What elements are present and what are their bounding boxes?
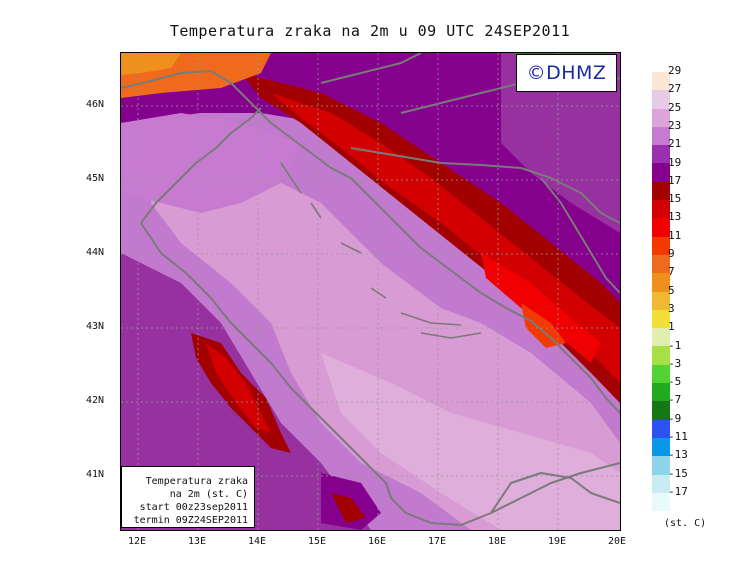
legend-label: 11: [668, 228, 682, 242]
legend-label: 1: [668, 320, 675, 334]
lon-label-20e: 20E: [607, 536, 627, 547]
legend-label: -9: [668, 411, 682, 425]
info-line-unit: na 2m (st. C): [169, 489, 248, 500]
color-legend: [652, 72, 670, 512]
legend-swatch: [652, 437, 670, 457]
graticule: [121, 53, 620, 530]
field-balkan-bright-red: [481, 253, 601, 363]
map-title: Temperatura zraka na 2m u 09 UTC 24SEP20…: [169, 22, 571, 40]
temperature-field: [121, 53, 620, 530]
legend-label: 25: [668, 100, 682, 114]
field-south-red: [331, 493, 366, 523]
lon-label-15e: 15E: [307, 536, 327, 547]
lon-label-18e: 18E: [487, 536, 507, 547]
legend-swatch: [652, 273, 670, 292]
field-italy-red: [206, 343, 271, 433]
lat-label-44n: 44N: [86, 247, 105, 258]
legend-swatch: [652, 492, 670, 512]
legend-label: -1: [668, 338, 682, 352]
field-north-violet: [121, 53, 620, 303]
info-line-start: start 00z23sep2011: [139, 502, 248, 513]
legend-label: 5: [668, 283, 675, 297]
legend-swatch: [652, 126, 670, 146]
legend-label: 7: [668, 265, 675, 279]
temperature-map: [120, 52, 621, 531]
lat-label-43n: 43N: [86, 321, 105, 332]
field-alps-light: [121, 53, 181, 75]
legend-label: 21: [668, 137, 682, 151]
lat-label-42n: 42N: [86, 395, 105, 406]
legend-swatch: [652, 364, 670, 384]
legend-swatch: [652, 108, 670, 127]
legend-swatch: [652, 401, 670, 420]
legend-swatch: [652, 200, 670, 219]
lon-label-14e: 14E: [247, 536, 267, 547]
legend-swatch: [652, 181, 670, 201]
legend-label: 15: [668, 192, 682, 206]
legend-label: 9: [668, 247, 675, 260]
legend-swatch: [652, 145, 670, 164]
legend-label: 17: [668, 173, 682, 187]
dhmz-logo: ©DHMZ: [516, 54, 617, 92]
legend-swatch: [652, 419, 670, 438]
legend-swatch: [652, 383, 670, 402]
info-line-term: termin 09Z24SEP2011: [133, 515, 248, 526]
legend-label: 27: [668, 82, 682, 96]
lon-label-19e: 19E: [547, 536, 567, 547]
info-box: Temperatura zraka na 2m (st. C) start 00…: [121, 466, 255, 528]
lat-label-45n: 45N: [86, 173, 105, 184]
legend-label: 29: [668, 64, 682, 77]
legend-label: 19: [668, 155, 682, 169]
legend-label: -11: [668, 430, 688, 443]
legend-label: -13: [668, 448, 688, 462]
legend-swatch: [652, 328, 670, 347]
lon-label-13e: 13E: [187, 536, 207, 547]
field-northeast-violet: [501, 53, 620, 233]
legend-swatch: [652, 90, 670, 109]
legend-label: -15: [668, 466, 688, 480]
legend-swatch: [652, 346, 670, 365]
info-line-variable: Temperatura zraka: [145, 476, 248, 487]
legend-label: 3: [668, 301, 675, 315]
legend-swatch: [652, 72, 670, 91]
lat-label-41n: 41N: [86, 469, 105, 480]
lon-label-16e: 16E: [367, 536, 387, 547]
field-west-warm: [121, 113, 301, 213]
legend-label: 23: [668, 118, 682, 132]
legend-label: 13: [668, 210, 682, 224]
lat-label-46n: 46N: [86, 99, 105, 110]
legend-swatch: [652, 291, 670, 310]
legend-label: -3: [668, 356, 682, 370]
legend-swatch: [652, 474, 670, 493]
legend-swatch: [652, 236, 670, 255]
legend-label: -7: [668, 393, 682, 407]
legend-swatch: [652, 163, 670, 182]
legend-swatch: [652, 456, 670, 475]
islands: [280, 162, 482, 339]
field-balkan-dark-red: [241, 73, 620, 403]
lon-label-12e: 12E: [127, 536, 147, 547]
legend-label: -5: [668, 375, 682, 389]
lon-label-17e: 17E: [427, 536, 447, 547]
legend-swatch: [652, 218, 670, 237]
legend-label: -17: [668, 484, 688, 498]
legend-swatch: [652, 309, 670, 329]
legend-unit: (st. C): [664, 518, 707, 529]
legend-swatch: [652, 254, 670, 274]
field-balkan-orange: [521, 303, 566, 348]
